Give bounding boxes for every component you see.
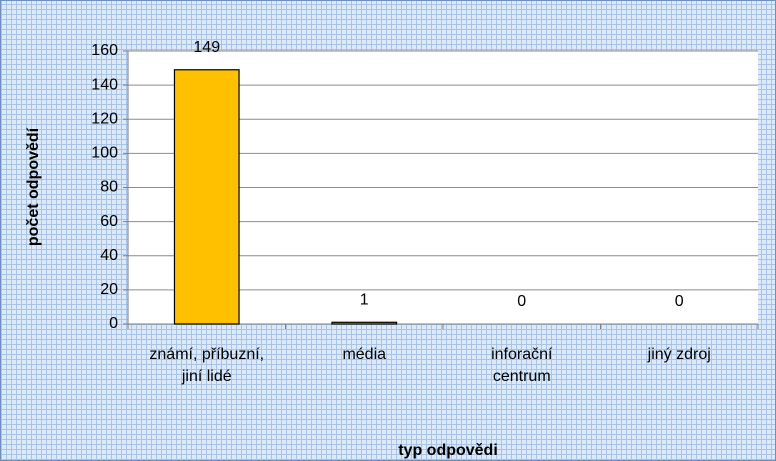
y-tick-label: 20 <box>100 281 118 298</box>
y-tick-label: 60 <box>100 213 118 230</box>
x-tick-label: jiný zdroj <box>647 346 711 363</box>
y-tick-label: 160 <box>91 42 118 59</box>
value-label: 149 <box>193 39 220 56</box>
y-tick-label: 80 <box>100 179 118 196</box>
x-tick-label: známí, příbuzní, jiní lidé <box>149 346 265 385</box>
x-tick-label: média <box>342 346 387 363</box>
y-tick-label: 40 <box>100 247 118 264</box>
value-label: 1 <box>360 292 369 309</box>
y-tick-label: 120 <box>91 110 118 127</box>
x-axis-label: typ odpovědi <box>398 442 498 459</box>
y-tick-label: 100 <box>91 145 118 162</box>
y-tick-label: 0 <box>109 315 118 332</box>
y-axis-label: počet odpovědí <box>25 127 42 246</box>
value-label: 0 <box>675 293 684 310</box>
y-tick-label: 140 <box>91 76 118 93</box>
value-label: 0 <box>517 293 526 310</box>
bar <box>173 69 240 325</box>
bar <box>331 321 398 325</box>
x-tick-label: inforační centrum <box>491 346 553 385</box>
